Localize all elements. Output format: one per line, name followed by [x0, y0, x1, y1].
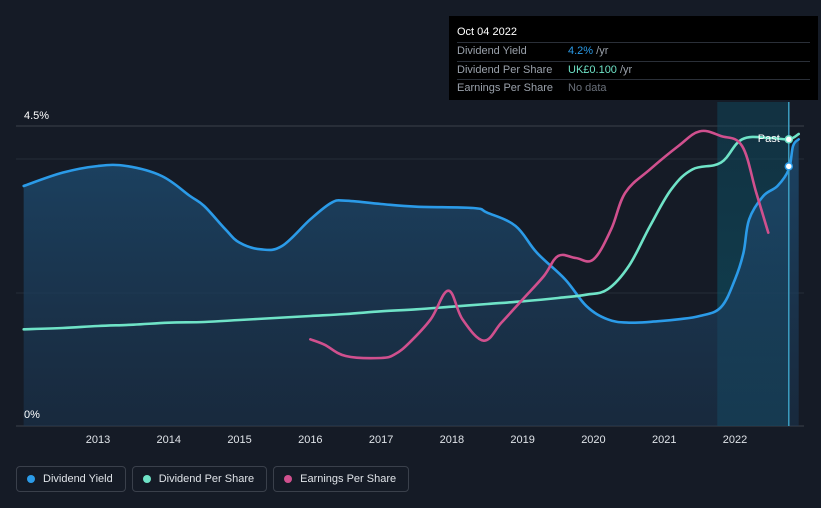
tooltip-value: No data: [568, 82, 607, 94]
tooltip-row-earnings-per-share: Earnings Per Share No data: [457, 79, 810, 98]
legend-dividend-per-share[interactable]: Dividend Per Share: [131, 466, 268, 492]
x-tick-label: 2014: [157, 434, 181, 446]
tooltip-value: UK£0.100: [568, 63, 617, 76]
earnings-per-share-line: [309, 129, 770, 360]
dividend-yield-marker: [784, 162, 794, 171]
dividend-yield-area: [23, 139, 799, 427]
x-tick-label: 2018: [440, 434, 464, 446]
tooltip-unit: /yr: [616, 63, 633, 76]
tooltip-value: 4.2%: [568, 45, 594, 57]
dividend-per-share-marker: [784, 135, 794, 144]
x-tick-label: 2016: [298, 434, 322, 446]
dividend-yield-line: [22, 138, 800, 325]
x-tick-label: 2021: [652, 434, 676, 446]
tooltip-label: Dividend Yield: [457, 45, 527, 57]
legend-dividend-yield[interactable]: Dividend Yield: [16, 466, 126, 492]
tooltip-label: Dividend Per Share: [457, 63, 553, 76]
x-tick-label: 2022: [723, 434, 747, 446]
legend: Dividend Yield Dividend Per Share Earnin…: [16, 466, 410, 492]
x-tick-label: 2013: [86, 434, 110, 446]
dividend-per-share-line: [22, 132, 800, 331]
legend-dot-icon: [27, 475, 35, 483]
x-tick-label: 2019: [510, 434, 534, 446]
tooltip: Oct 04 2022 Dividend Yield 4.2% /yr Divi…: [449, 16, 818, 100]
y-tick-label: 0%: [24, 409, 40, 421]
legend-label: Dividend Yield: [43, 473, 113, 485]
legend-dot-icon: [142, 475, 151, 483]
legend-earnings-per-share[interactable]: Earnings Per Share: [273, 466, 410, 492]
x-tick-label: 2020: [581, 434, 605, 446]
tooltip-row-dividend-yield: Dividend Yield 4.2% /yr: [457, 42, 810, 61]
legend-label: Dividend Per Share: [158, 473, 255, 485]
tooltip-label: Earnings Per Share: [457, 82, 553, 94]
past-label: Past: [758, 133, 780, 145]
tooltip-row-dividend-per-share: Dividend Per Share UK£0.100 /yr: [457, 60, 810, 80]
y-tick-label: 4.5%: [24, 110, 49, 122]
x-tick-label: 2015: [227, 434, 251, 446]
x-tick-label: 2017: [369, 434, 393, 446]
legend-dot-icon: [284, 475, 293, 483]
tooltip-unit: /yr: [593, 45, 609, 57]
tooltip-date: Oct 04 2022: [457, 26, 517, 38]
legend-label: Earnings Per Share: [300, 473, 397, 485]
